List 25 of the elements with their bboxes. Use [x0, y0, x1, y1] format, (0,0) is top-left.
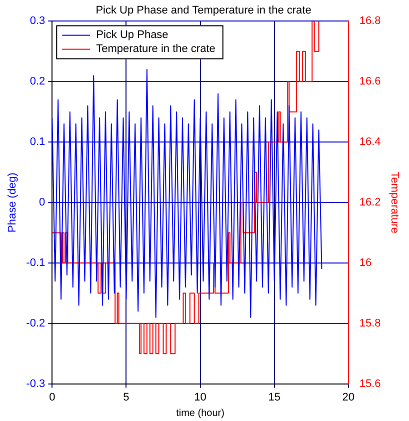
y-tick-label: 0.3	[30, 15, 46, 28]
y-tick-label: -0.1	[26, 256, 46, 269]
x-tick-label: 5	[123, 391, 130, 404]
y2-tick-label: 16	[359, 256, 372, 269]
y2-tick-label: 16.4	[359, 136, 381, 148]
y-axis-title: Phase (deg)	[6, 172, 19, 232]
y-tick-label: -0.3	[26, 378, 46, 390]
y2-tick-label: 16.8	[359, 15, 381, 28]
y-tick-label: 0.2	[30, 76, 46, 88]
y2-tick-label: 16.2	[359, 196, 381, 209]
x-tick-label: 10	[194, 391, 206, 404]
legend-label: Temperature in the crate	[96, 43, 216, 56]
y2-tick-label: 15.6	[359, 378, 381, 390]
y2-tick-label: 16.6	[359, 76, 381, 88]
y-tick-label: 0.1	[30, 136, 46, 148]
x-axis-title: time (hour)	[176, 408, 224, 419]
y2-tick-label: 15.8	[359, 317, 381, 330]
legend-label: Pick Up Phase	[96, 29, 168, 42]
x-tick-label: 20	[342, 391, 355, 404]
chart-title: Pick Up Phase and Temperature in the crate	[96, 4, 312, 17]
x-tick-label: 15	[268, 391, 280, 404]
y2-axis-title: Temperature	[388, 172, 400, 234]
y-tick-label: -0.2	[26, 317, 46, 330]
x-tick-label: 0	[49, 391, 56, 404]
y-tick-label: 0	[39, 196, 46, 209]
